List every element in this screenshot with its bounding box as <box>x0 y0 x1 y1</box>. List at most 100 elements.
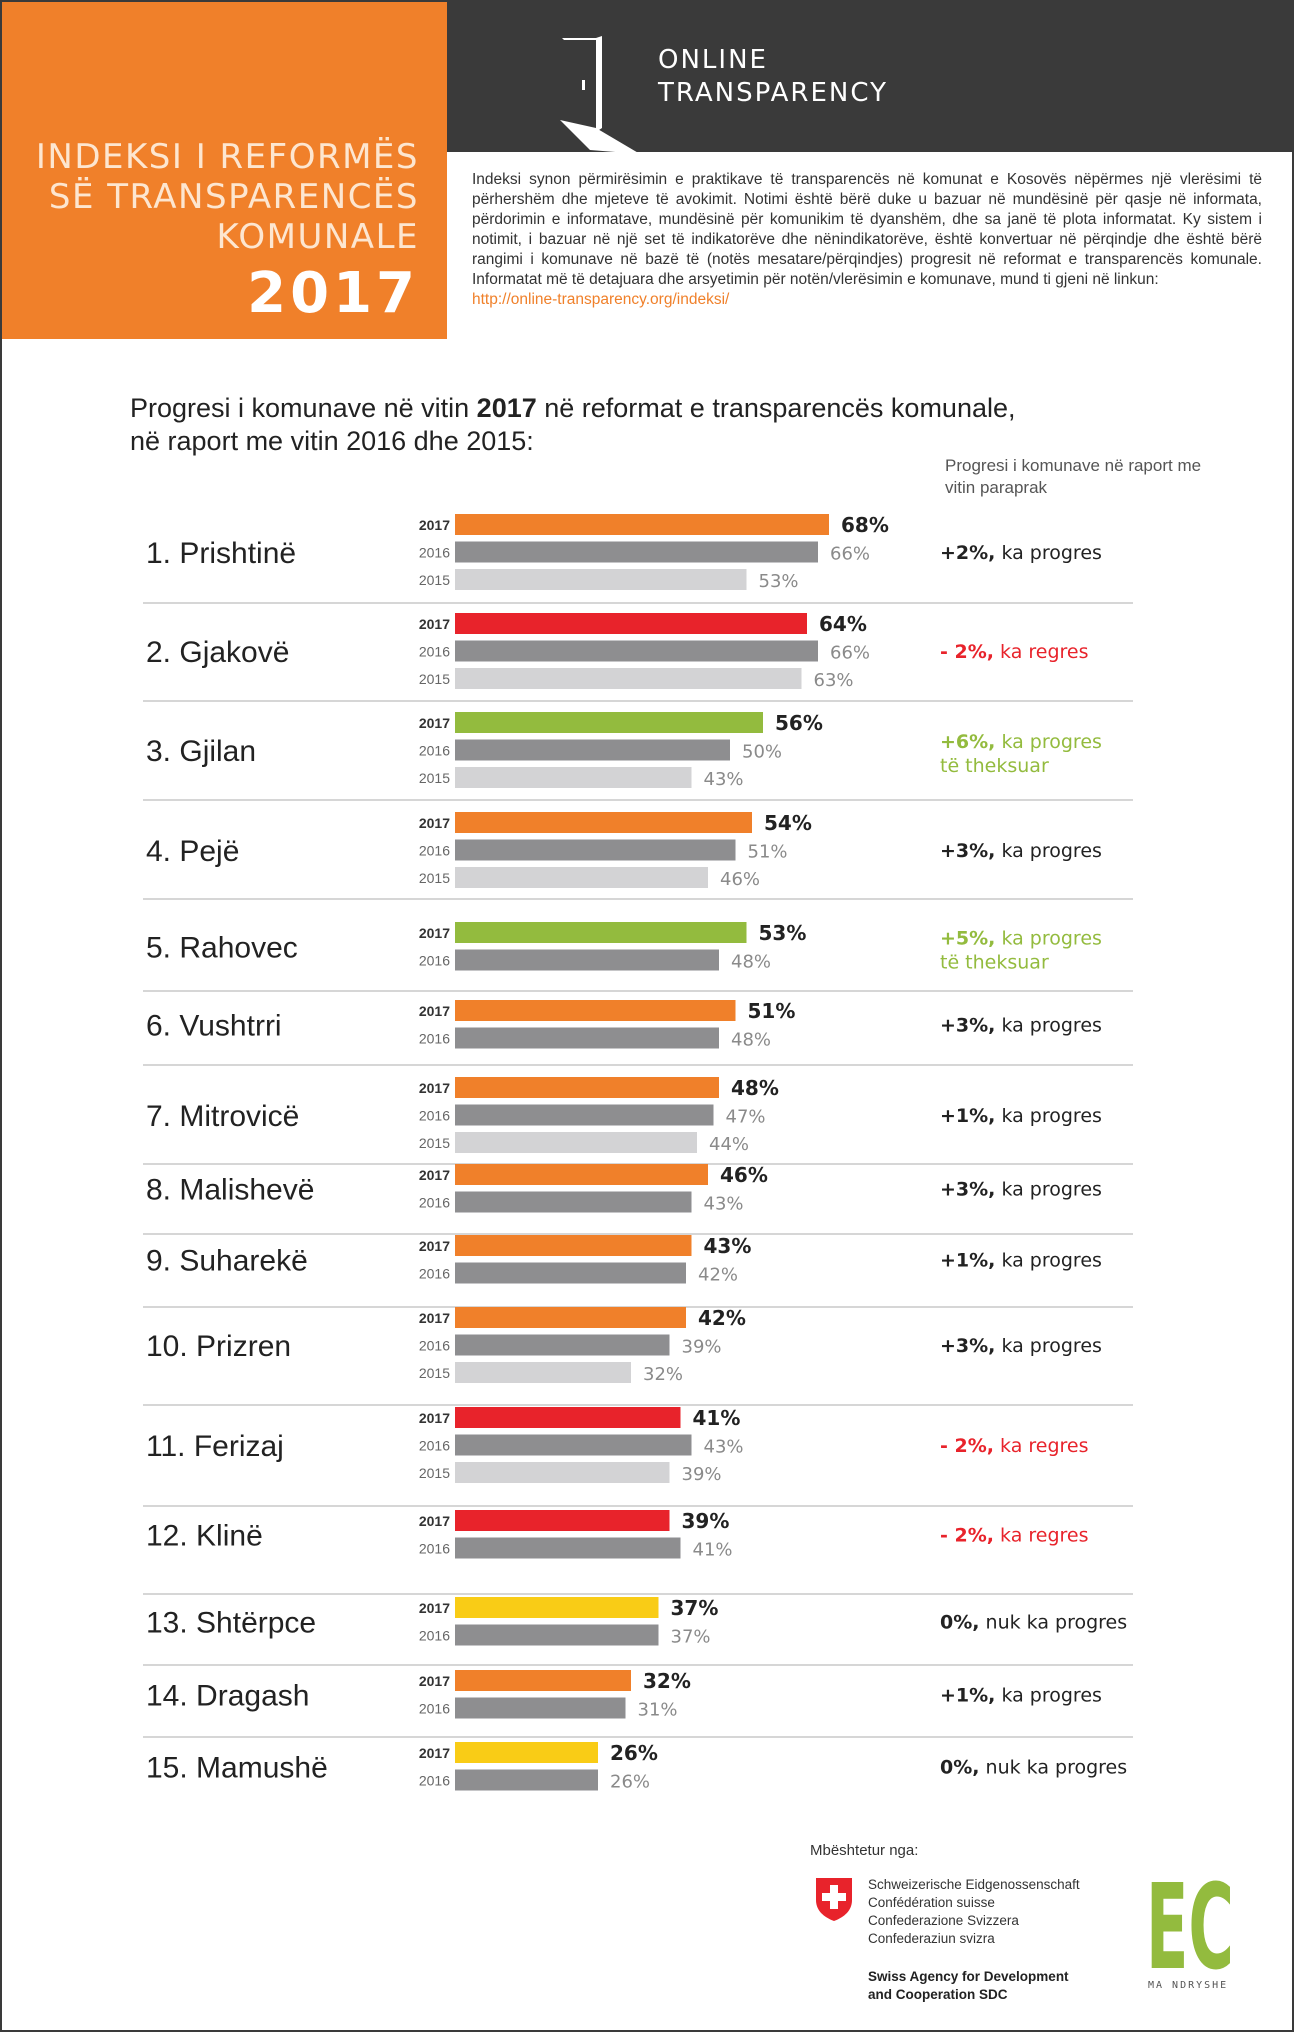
progress-column-header: Progresi i komunave në raport me vitin p… <box>945 456 1202 497</box>
progress-note: +2%, ka progres <box>940 542 1102 564</box>
municipality-name: 15. Mamushë <box>146 1751 328 1784</box>
bar-value-label: 46% <box>720 869 760 890</box>
ec-caption: MA NDRYSHE <box>1148 1980 1229 1991</box>
municipality-name: 4. Pejë <box>146 835 239 868</box>
year-tick-label: 2015 <box>419 870 450 886</box>
year-tick-label: 2017 <box>419 1745 450 1761</box>
title-line-1: INDEKSI I REFORMËS <box>35 137 419 177</box>
progress-change: +1%, <box>940 1684 995 1706</box>
ec-logo-icon: EC <box>1146 1858 1234 1978</box>
bar-2017 <box>455 1235 692 1256</box>
year-tick-label: 2017 <box>419 1673 450 1689</box>
progress-change: +6%, <box>940 731 995 753</box>
bar-2016 <box>455 541 818 563</box>
year-tick-label: 2017 <box>419 715 450 731</box>
year-tick-label: 2016 <box>419 1438 450 1454</box>
progress-change: - 2%, <box>940 1524 994 1546</box>
progress-note: +5%, ka progres <box>940 927 1102 949</box>
bar-value-label: 50% <box>742 742 782 763</box>
progress-change: +3%, <box>940 1014 995 1036</box>
bar-2017 <box>455 1307 686 1328</box>
bar-value-label: 56% <box>775 711 823 735</box>
progress-change: +5%, <box>940 927 995 949</box>
progress-status: ka progres <box>995 1105 1102 1127</box>
bar-value-label: 26% <box>610 1741 658 1765</box>
intro-paragraph: Indeksi synon përmirësimin e praktikave … <box>472 170 1262 310</box>
year-tick-label: 2015 <box>419 671 450 687</box>
support-label: Mbështetur nga: <box>810 1842 919 1859</box>
swiss-confederation-names: Schweizerische Eidgenossenschaft Confédé… <box>868 1876 1080 1948</box>
chart-title-prefix: Progresi i komunave në vitin <box>130 393 477 423</box>
progress-status: ka regres <box>994 641 1089 663</box>
bar-value-label: 54% <box>764 811 812 835</box>
bar-2015 <box>455 1132 697 1153</box>
bar-value-label: 44% <box>709 1134 749 1155</box>
progress-note: +3%, ka progres <box>940 1014 1102 1036</box>
progress-status: ka progres <box>995 731 1102 753</box>
municipality-name: 12. Klinë <box>146 1519 263 1552</box>
bar-2016 <box>455 1334 670 1356</box>
year-tick-label: 2017 <box>419 1080 450 1096</box>
municipality-name: 13. Shtërpce <box>146 1606 316 1639</box>
intro-link[interactable]: http://online-transparency.org/indeksi/ <box>472 291 730 308</box>
svg-text:EC: EC <box>1146 1858 1234 1978</box>
municipality-name: 14. Dragash <box>146 1679 309 1712</box>
municipality-name: 9. Suharekë <box>146 1244 308 1277</box>
year-tick-label: 2015 <box>419 1365 450 1381</box>
progress-change: +1%, <box>940 1105 995 1127</box>
progress-note: - 2%, ka regres <box>940 641 1089 663</box>
bar-value-label: 68% <box>841 513 889 537</box>
bar-2017 <box>455 1077 719 1098</box>
bar-2015 <box>455 668 802 689</box>
municipality-name: 7. Mitrovicë <box>146 1100 299 1133</box>
progress-note-line2: të theksuar <box>940 755 1049 777</box>
bar-value-label: 42% <box>698 1265 738 1286</box>
bar-2016 <box>455 1434 692 1456</box>
bar-value-label: 39% <box>682 1509 730 1533</box>
bar-2016 <box>455 839 736 861</box>
year-tick-label: 2016 <box>419 1773 450 1789</box>
bar-2015 <box>455 569 747 590</box>
swiss-name-rm: Confederaziun svizra <box>868 1931 995 1946</box>
bar-2017 <box>455 712 763 733</box>
bar-2017 <box>455 1597 659 1618</box>
bar-value-label: 53% <box>759 921 807 945</box>
year-tick-label: 2016 <box>419 1266 450 1282</box>
bar-value-label: 31% <box>638 1700 678 1721</box>
bar-value-label: 32% <box>643 1669 691 1693</box>
year-tick-label: 2016 <box>419 953 450 969</box>
bar-value-label: 51% <box>748 999 796 1023</box>
bar-2016 <box>455 1262 686 1284</box>
bar-value-label: 39% <box>682 1337 722 1358</box>
progress-change: +3%, <box>940 840 995 862</box>
progress-change: 0%, <box>940 1611 979 1633</box>
progress-status: ka progres <box>995 1249 1102 1271</box>
progress-change: - 2%, <box>940 641 994 663</box>
year-tick-label: 2016 <box>419 1701 450 1717</box>
year-tick-label: 2017 <box>419 1600 450 1616</box>
door-logo-icon <box>560 36 640 154</box>
bar-value-label: 37% <box>671 1627 711 1648</box>
progress-note: 0%, nuk ka progres <box>940 1756 1127 1778</box>
progress-note: +1%, ka progres <box>940 1684 1102 1706</box>
progress-change: +2%, <box>940 542 995 564</box>
municipality-name: 10. Prizren <box>146 1330 291 1363</box>
progress-note-line2: të theksuar <box>940 951 1049 973</box>
progress-status: ka progres <box>995 927 1102 949</box>
municipality-name: 8. Malishevë <box>146 1173 314 1206</box>
year-tick-label: 2017 <box>419 517 450 533</box>
bar-value-label: 48% <box>731 952 771 973</box>
progress-status: ka progres <box>995 1178 1102 1200</box>
municipality-name: 11. Ferizaj <box>146 1430 284 1463</box>
bar-2016 <box>455 640 818 662</box>
progress-status: ka progres <box>995 1684 1102 1706</box>
bar-value-label: 66% <box>830 544 870 565</box>
bar-value-label: 47% <box>726 1107 766 1128</box>
year-tick-label: 2015 <box>419 1465 450 1481</box>
bar-2016 <box>455 1537 681 1559</box>
bar-2016 <box>455 1697 626 1719</box>
brand-line-2: TRANSPARENCY <box>658 78 888 108</box>
progress-change: - 2%, <box>940 1435 994 1457</box>
